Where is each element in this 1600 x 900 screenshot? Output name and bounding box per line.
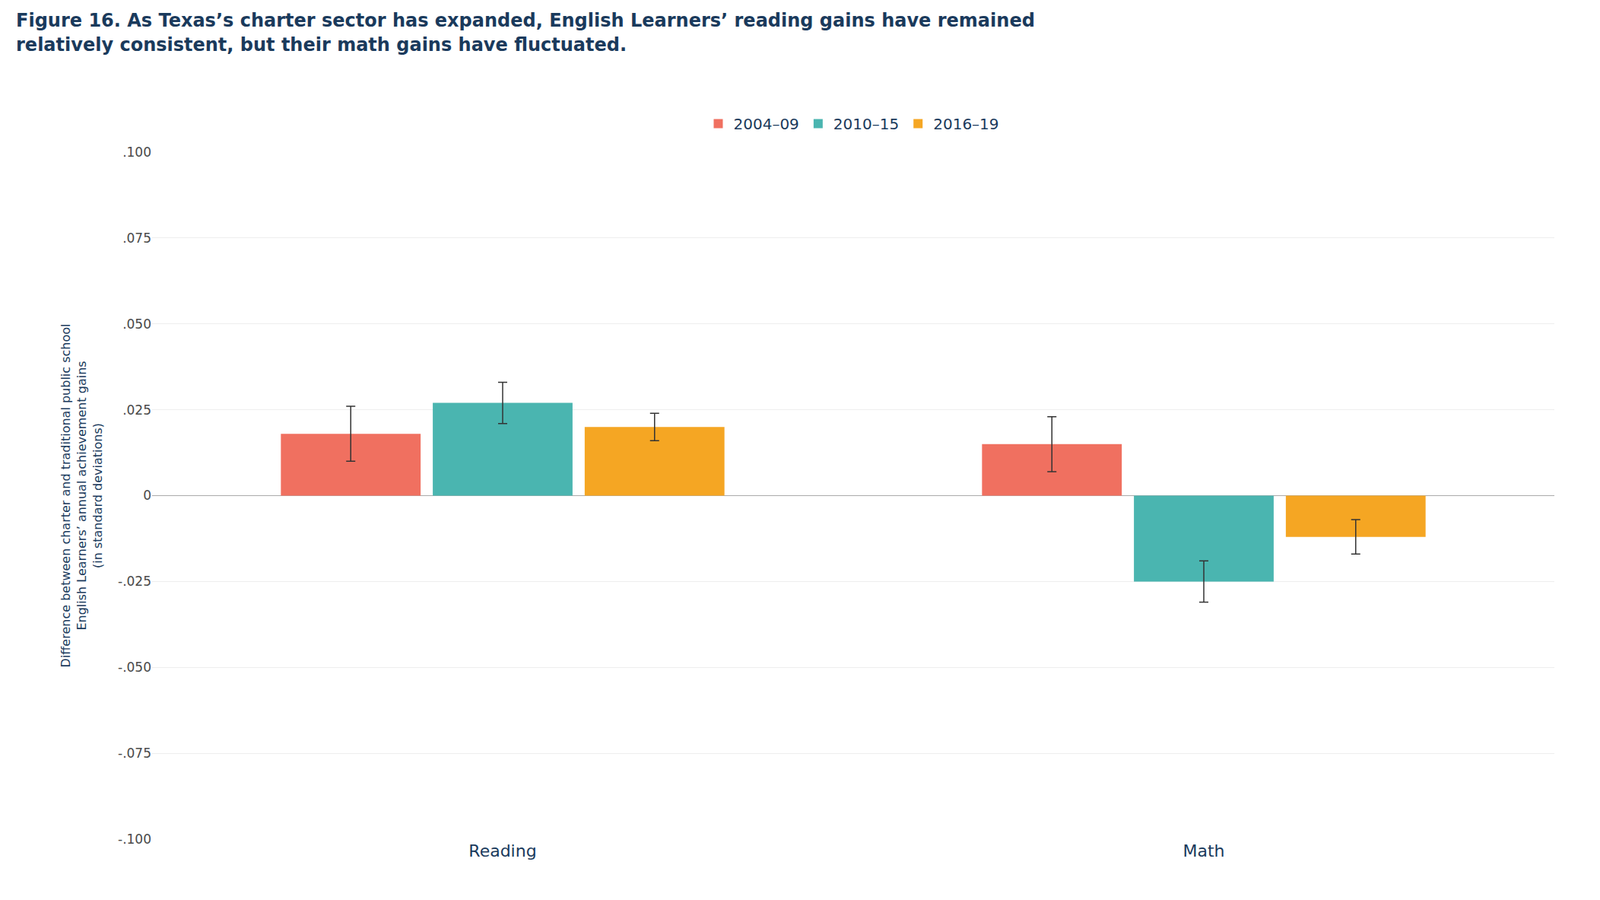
svg-text:Difference between charter and: Difference between charter and tradition… <box>58 323 105 668</box>
svg-text:2010–15: 2010–15 <box>833 114 899 134</box>
svg-text:.100: .100 <box>122 144 152 160</box>
svg-text:-.050: -.050 <box>117 659 152 675</box>
svg-text:2004–09: 2004–09 <box>733 114 800 134</box>
svg-text:Reading: Reading <box>468 841 537 861</box>
svg-text:Figure 16. As Texas’s charter: Figure 16. As Texas’s charter sector has… <box>15 9 1035 55</box>
svg-text:2016–19: 2016–19 <box>933 114 999 134</box>
svg-text:Math: Math <box>1182 841 1225 861</box>
svg-text:.050: .050 <box>122 316 152 332</box>
svg-text:-.100: -.100 <box>117 831 152 847</box>
svg-text:.025: .025 <box>122 402 152 418</box>
svg-text:0: 0 <box>142 487 152 503</box>
svg-text:.075: .075 <box>122 230 152 246</box>
svg-text:-.075: -.075 <box>117 745 152 761</box>
svg-text:-.025: -.025 <box>117 573 152 589</box>
